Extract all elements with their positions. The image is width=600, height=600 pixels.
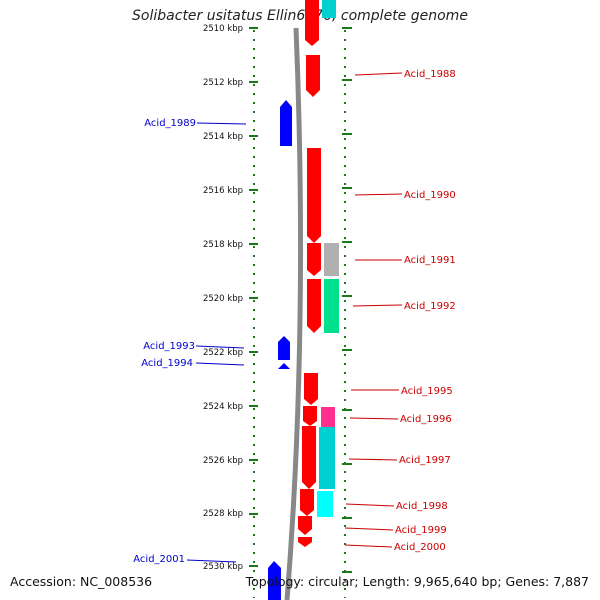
forward-cds (302, 426, 316, 489)
reverse-cds (268, 561, 281, 600)
tick-label: 2514 kbp (203, 132, 243, 142)
tick-label: 2520 kbp (203, 294, 243, 304)
tick-label: 2510 kbp (203, 24, 243, 34)
forward-cds (298, 537, 312, 547)
forward-cds (304, 373, 318, 405)
gene-label-acid-1990[interactable]: Acid_1990 (404, 190, 456, 201)
reverse-cds (280, 100, 292, 146)
forward-cds (307, 243, 321, 276)
feature-teal-top (322, 0, 336, 18)
forward-cds (307, 279, 321, 333)
reverse-cds-track (268, 100, 292, 600)
tick-label: 2516 kbp (203, 186, 243, 196)
forward-leaders (344, 72, 403, 548)
forward-cds (305, 0, 319, 46)
gene-label-acid-1996[interactable]: Acid_1996 (400, 414, 452, 425)
feature-gray (324, 243, 339, 276)
forward-cds (307, 148, 321, 243)
gene-label-acid-1991[interactable]: Acid_1991 (404, 255, 456, 266)
gene-label-acid-1993[interactable]: Acid_1993 (143, 341, 195, 352)
tick-label: 2522 kbp (203, 348, 243, 358)
feature-teal (319, 427, 335, 489)
tick-label: 2512 kbp (203, 78, 243, 88)
gene-label-acid-1998[interactable]: Acid_1998 (396, 501, 448, 512)
feature-cyan (317, 491, 333, 517)
topology-text: Topology: circular; Length: 9,965,640 bp… (245, 574, 589, 589)
reverse-cds (278, 363, 290, 369)
tick-marks (249, 27, 352, 573)
forward-cds-track (298, 0, 321, 547)
gene-label-acid-1989[interactable]: Acid_1989 (144, 118, 196, 129)
tick-label: 2524 kbp (203, 402, 243, 412)
feature-magenta (321, 407, 335, 427)
backbone (284, 27, 303, 600)
reverse-leaders (186, 122, 247, 563)
gene-label-acid-1994[interactable]: Acid_1994 (141, 358, 193, 369)
tick-label: 2528 kbp (203, 509, 243, 519)
gene-label-acid-2001[interactable]: Acid_2001 (133, 554, 185, 565)
gene-label-acid-1988[interactable]: Acid_1988 (404, 69, 456, 80)
tick-label: 2518 kbp (203, 240, 243, 250)
gene-label-acid-1995[interactable]: Acid_1995 (401, 386, 453, 397)
reverse-cds (278, 336, 290, 360)
forward-cds (298, 516, 312, 535)
tick-label: 2526 kbp (203, 456, 243, 466)
gene-label-acid-1999[interactable]: Acid_1999 (395, 525, 447, 536)
forward-cds (306, 55, 320, 97)
tick-label: 2530 kbp (203, 562, 243, 572)
gene-label-acid-1992[interactable]: Acid_1992 (404, 301, 456, 312)
feature-green (324, 279, 339, 333)
gene-label-acid-2000[interactable]: Acid_2000 (394, 542, 446, 553)
map-title: Solibacter usitatus Ellin6076, complete … (132, 8, 468, 24)
accession-text: Accession: NC_008536 (10, 574, 153, 589)
gene-label-acid-1997[interactable]: Acid_1997 (399, 455, 451, 466)
forward-cds (303, 406, 317, 426)
forward-cds (300, 489, 314, 516)
